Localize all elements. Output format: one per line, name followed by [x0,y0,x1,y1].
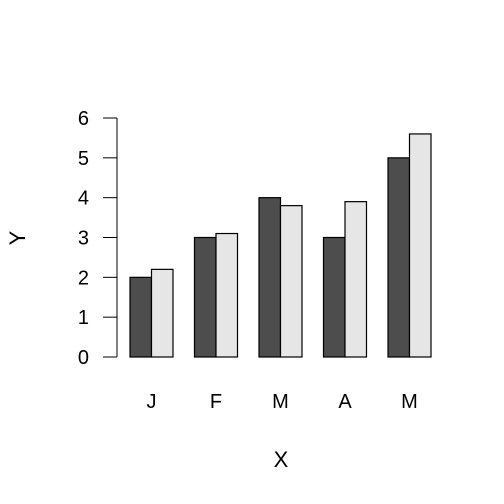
y-tick-label: 3 [78,228,89,250]
x-tick-label: M [272,391,289,413]
y-tick-label: 6 [78,108,89,130]
bar-5-series-1 [387,157,411,358]
bar-1-series-1 [129,276,153,358]
x-tick-label: F [210,391,222,413]
y-tick-label: 0 [78,347,89,369]
y-tick-label: 2 [78,267,89,289]
x-tick-label: M [401,391,418,413]
bars-group [129,133,432,358]
x-axis-title: X [274,447,289,472]
y-axis: 0 1 2 3 4 5 6 [78,108,118,369]
y-tick-label: 4 [78,188,89,210]
bar-4-series-1 [322,236,346,358]
bar-3-series-2 [279,205,303,358]
y-tick-label: 1 [78,307,89,329]
bar-2-series-1 [193,236,217,358]
y-ticks: 0 1 2 3 4 5 6 [78,108,117,369]
bar-3-series-1 [258,197,282,358]
x-tick-label: A [338,391,352,413]
bar-4-series-2 [344,201,368,358]
x-tick-label: J [147,391,157,413]
bar-2-series-2 [215,232,239,358]
y-axis-title: Y [5,230,30,245]
y-tick-label: 5 [78,148,89,170]
bar-1-series-2 [150,268,174,358]
bar-5-series-2 [408,133,432,358]
